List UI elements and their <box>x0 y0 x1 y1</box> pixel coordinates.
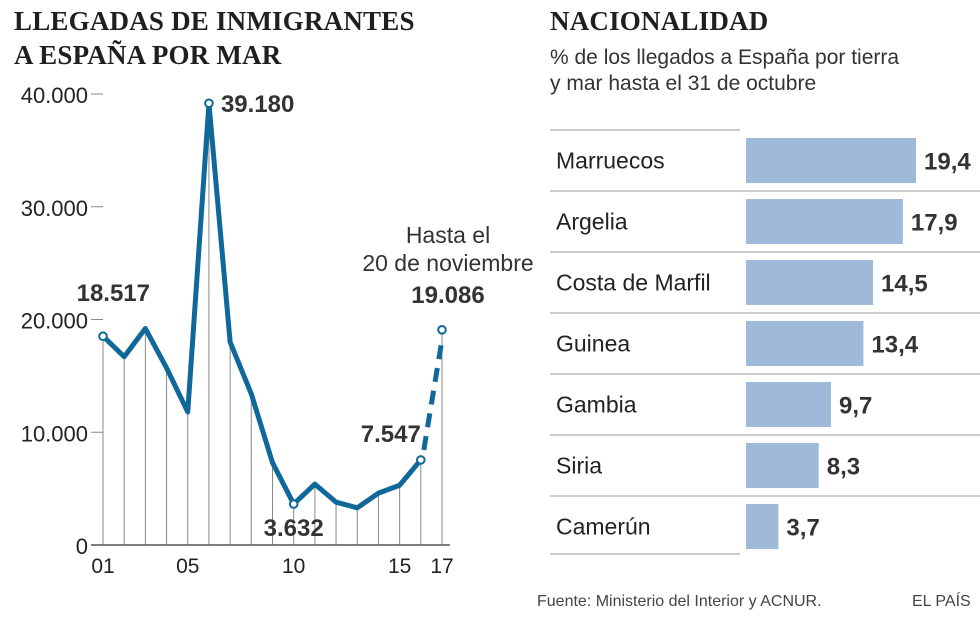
bar <box>746 138 916 183</box>
category-label: Costa de Marfil <box>556 270 711 296</box>
bar-chart-rows: Marruecos 19,4 Argelia 17,9 Costa de Marfil 1… <box>550 129 980 555</box>
line-chart-title-line2: A ESPAÑA POR MAR <box>14 40 282 70</box>
x-tick-label: 17 <box>430 555 453 578</box>
source-note: Fuente: Ministerio del Interior y ACNUR. <box>537 593 822 610</box>
bar <box>746 260 874 305</box>
data-point-marker <box>204 98 214 109</box>
bar-value-label: 3,7 <box>786 515 819 542</box>
category-label: Argelia <box>556 209 628 235</box>
annotation-note-line1: Hasta el <box>406 222 490 248</box>
annotation-value: 19.086 <box>411 282 484 309</box>
brand-credit: EL PAÍS <box>912 593 971 610</box>
annotation-value: 7.547 <box>361 421 421 448</box>
x-tick-label: 10 <box>282 555 305 578</box>
bar-value-label: 14,5 <box>881 271 928 298</box>
y-tick-label: 0 <box>76 534 88 559</box>
y-tick-label: 10.000 <box>21 421 88 446</box>
line-chart-axes: 0 10.000 20.000 30.000 40.000 01 05 10 15 17 <box>21 83 454 578</box>
bar <box>746 443 819 488</box>
bar-chart-subtitle: % de los llegados a España por tierra y … <box>550 45 899 97</box>
category-label: Gambia <box>556 392 637 418</box>
line-chart-series <box>98 98 447 511</box>
x-tick-label: 01 <box>91 555 114 578</box>
bar-chart-subtitle-line1: % de los llegados a España por tierra <box>550 46 900 69</box>
bar <box>746 382 831 427</box>
annotation-value: 39.180 <box>221 91 294 118</box>
arrivals-line-projection <box>421 339 445 451</box>
category-label: Guinea <box>556 331 630 357</box>
bar-value-label: 19,4 <box>924 149 971 176</box>
line-chart-title-line1: LLEGADAS DE INMIGRANTES <box>14 6 415 36</box>
data-point-marker <box>98 331 108 342</box>
category-label: Marruecos <box>556 148 665 174</box>
bar-chart: Marruecos 19,4 Argelia 17,9 Costa de Marfil 1… <box>550 129 980 555</box>
category-label: Siria <box>556 453 602 479</box>
bar-value-label: 17,9 <box>911 210 958 237</box>
y-tick-label: 40.000 <box>21 83 88 108</box>
line-chart-gridlines <box>102 103 443 545</box>
annotation-value: 18.517 <box>77 280 150 307</box>
bar <box>746 199 903 244</box>
bar-value-label: 8,3 <box>827 454 860 481</box>
x-tick-label: 15 <box>388 555 411 578</box>
bar <box>746 321 864 366</box>
annotation-note-line2: 20 de noviembre <box>362 250 533 276</box>
line-chart-title: LLEGADAS DE INMIGRANTES A ESPAÑA POR MAR <box>14 4 415 72</box>
line-chart: 0 10.000 20.000 30.000 40.000 01 05 10 15 17 18.5… <box>21 83 534 578</box>
data-point-marker <box>288 499 299 509</box>
arrivals-line <box>100 100 424 511</box>
bar-chart-title: NACIONALIDAD <box>550 6 769 36</box>
data-point-marker <box>437 325 447 335</box>
bar <box>746 504 779 549</box>
bar-value-label: 9,7 <box>839 393 872 420</box>
x-tick-label: 05 <box>176 555 199 578</box>
y-tick-label: 30.000 <box>21 196 88 221</box>
y-tick-label: 20.000 <box>21 309 88 334</box>
bar-value-label: 13,4 <box>871 332 918 359</box>
category-label: Camerún <box>556 514 651 540</box>
bar-chart-subtitle-line2: y mar hasta el 31 de octubre <box>550 72 817 95</box>
data-point-marker <box>416 455 426 465</box>
annotation-value: 3.632 <box>264 515 324 542</box>
